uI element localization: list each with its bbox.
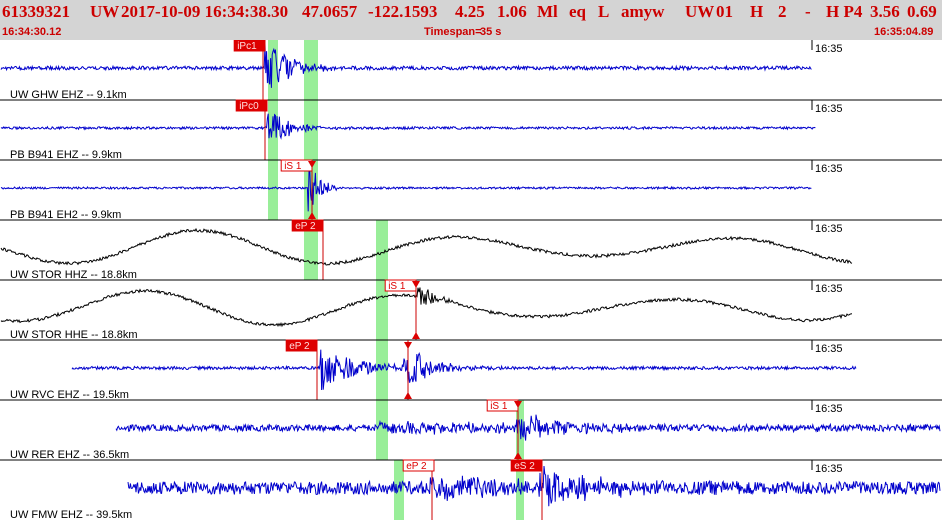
time-tick-label: 16:35 xyxy=(815,103,843,115)
event-magnitude: 1.06 xyxy=(497,2,527,21)
channel-label: PB B941 EHZ -- 9.9km xyxy=(10,149,122,161)
channel-label: UW STOR HHE -- 18.8km xyxy=(10,329,138,341)
first-motion-icon xyxy=(514,401,522,408)
waveform-trace xyxy=(127,465,941,507)
time-tick-label: 16:35 xyxy=(815,223,843,235)
event-datetime: 2017-10-09 16:34:38.30 xyxy=(121,2,289,21)
event-id: 61339321 xyxy=(2,2,70,21)
channel-row[interactable]: 16:35 iS 1 UW STOR HHE -- 18.8km xyxy=(0,279,942,341)
waveform-trace xyxy=(0,168,812,212)
seismogram-panel[interactable]: 16:35 iPc1 UW GHW EHZ -- 9.1km 16:35 iPc0 PB … xyxy=(0,40,942,520)
first-motion-icon xyxy=(308,212,316,219)
event-latitude: 47.0657 xyxy=(302,2,358,21)
event-dash: - xyxy=(805,2,811,21)
event-type: eq xyxy=(569,2,586,21)
channel-label: UW RVC EHZ -- 19.5km xyxy=(10,389,129,401)
channel-label: UW RER EHZ -- 36.5km xyxy=(10,449,129,461)
channel-label: UW FMW EHZ -- 39.5km xyxy=(10,509,132,520)
pick-label: eP 2 xyxy=(406,461,427,472)
pick-label: iPc1 xyxy=(237,41,257,52)
waveform-trace xyxy=(0,227,853,266)
event-depth: 4.25 xyxy=(455,2,485,21)
event-rms: 3.56 xyxy=(870,2,900,21)
first-motion-icon xyxy=(412,281,420,288)
timespan-label: Timespan= xyxy=(424,26,482,38)
channel-label: UW STOR HHZ -- 18.8km xyxy=(10,269,137,281)
pick-label: eP 2 xyxy=(295,221,316,232)
channel-row[interactable]: 16:35 eP 2 eS 2 UW FMW EHZ -- 39.5km xyxy=(0,459,942,520)
waveform-trace xyxy=(0,113,816,140)
channel-row[interactable]: 16:35 iPc1 UW GHW EHZ -- 9.1km xyxy=(0,40,843,101)
event-source: UW xyxy=(685,2,715,21)
event-flag: L xyxy=(598,2,610,21)
event-solution: H P4 xyxy=(826,2,863,21)
event-count: 2 xyxy=(778,2,787,21)
waveform-trace xyxy=(0,287,853,328)
pick-label: eS 2 xyxy=(514,461,535,472)
event-header: 61339321 UW 2017-10-09 16:34:38.30 47.06… xyxy=(0,0,942,40)
time-tick-label: 16:35 xyxy=(815,283,843,295)
pick-label: iS 1 xyxy=(490,401,508,412)
channel-row[interactable]: 16:35 eP 2 UW RVC EHZ -- 19.5km xyxy=(0,339,942,401)
time-tick-label: 16:35 xyxy=(815,43,843,55)
time-tick-label: 16:35 xyxy=(815,163,843,175)
pick-flag[interactable] xyxy=(285,339,318,352)
pick-flag[interactable] xyxy=(402,459,435,472)
event-version: 01 xyxy=(716,2,733,21)
phase-window-band xyxy=(268,40,278,220)
pick-flag[interactable] xyxy=(235,99,268,112)
event-network: UW xyxy=(90,2,120,21)
channel-label: UW GHW EHZ -- 9.1km xyxy=(10,89,127,101)
event-mag-type: Ml xyxy=(537,2,558,21)
channel-label: PB B941 EH2 -- 9.9km xyxy=(10,209,121,221)
waveform-trace xyxy=(115,414,941,441)
first-motion-icon xyxy=(308,161,316,168)
event-longitude: -122.1593 xyxy=(368,2,438,21)
start-time: 16:34:30.12 xyxy=(2,26,62,38)
channel-row[interactable]: 16:35 eP 2 UW STOR HHZ -- 18.8km xyxy=(0,219,942,281)
waveform-trace xyxy=(0,43,812,88)
pick-label: iS 1 xyxy=(284,161,302,172)
pick-flag[interactable] xyxy=(233,40,266,52)
event-error: 0.69 xyxy=(907,2,937,21)
pick-flag[interactable] xyxy=(291,219,324,232)
waveform-trace xyxy=(71,349,857,391)
channel-row[interactable]: 16:35 iPc0 PB B941 EHZ -- 9.9km xyxy=(0,99,942,161)
phase-window-band xyxy=(394,460,404,520)
pick-flag[interactable] xyxy=(510,459,543,472)
time-tick-label: 16:35 xyxy=(815,343,843,355)
pick-label: iPc0 xyxy=(239,101,259,112)
time-tick-label: 16:35 xyxy=(815,463,843,475)
channel-row[interactable]: 16:35 iS 1 UW RER EHZ -- 36.5km xyxy=(0,399,942,461)
time-tick-label: 16:35 xyxy=(815,403,843,415)
first-motion-icon xyxy=(514,452,522,459)
first-motion-icon xyxy=(412,332,420,339)
channel-row[interactable]: 16:35 iS 1 PB B941 EH2 -- 9.9km xyxy=(0,159,942,221)
event-analyst: amyw xyxy=(621,2,665,21)
timespan-value: 35 s xyxy=(480,26,502,38)
end-time: 16:35:04.89 xyxy=(874,26,934,38)
pick-label: eP 2 xyxy=(289,341,310,352)
event-gtype: H xyxy=(750,2,764,21)
pick-label: iS 1 xyxy=(388,281,406,292)
